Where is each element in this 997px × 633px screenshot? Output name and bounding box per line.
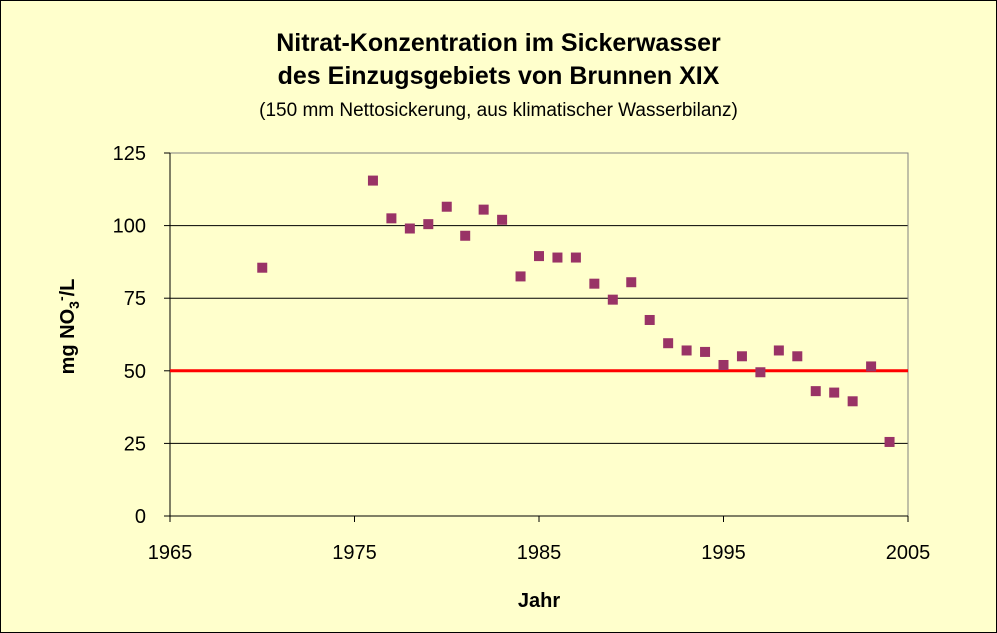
x-tick-label: 1965 xyxy=(148,542,193,564)
y-axis-title-tail: /L xyxy=(57,279,79,297)
x-tick-label: 2005 xyxy=(886,542,931,564)
data-point xyxy=(570,252,581,263)
data-point xyxy=(829,387,840,398)
y-axis-title: mg NO3-/L xyxy=(53,279,82,375)
data-point xyxy=(478,204,489,215)
data-point xyxy=(792,351,803,362)
chart-title-line-1: Nitrat-Konzentration im Sickerwasser xyxy=(276,29,721,57)
chart-subtitle: (150 mm Nettosickerung, aus klimatischer… xyxy=(259,100,738,121)
x-tick-label: 1975 xyxy=(332,542,377,564)
x-tick-label: 1985 xyxy=(517,542,562,564)
y-tick-label: 0 xyxy=(135,506,146,528)
y-tick-label: 125 xyxy=(113,143,146,165)
y-axis-title-main: mg NO xyxy=(57,309,79,375)
data-point xyxy=(644,314,655,325)
y-tick-label: 75 xyxy=(124,288,146,310)
plot-area xyxy=(169,152,909,517)
data-point xyxy=(626,277,637,288)
data-point xyxy=(736,351,747,362)
data-point xyxy=(441,201,452,212)
data-point xyxy=(367,175,378,186)
y-tick-label: 25 xyxy=(124,433,146,455)
data-point xyxy=(607,294,618,305)
y-axis-title-subscript: 3 xyxy=(66,301,82,309)
data-point xyxy=(497,214,508,225)
data-point xyxy=(386,213,397,224)
data-point xyxy=(884,436,895,447)
data-point xyxy=(515,271,526,282)
data-point xyxy=(681,345,692,356)
data-point xyxy=(866,361,877,372)
data-point xyxy=(847,396,858,407)
data-point xyxy=(755,367,766,378)
y-tick-label: 50 xyxy=(124,361,146,383)
data-point xyxy=(773,345,784,356)
y-tick-label: 100 xyxy=(113,216,146,238)
x-axis-title: Jahr xyxy=(518,590,560,612)
data-point xyxy=(552,252,563,263)
data-point xyxy=(718,359,729,370)
tick-layer: 0 25 50 75 100 125 1965 1975 1985 1995 2005 xyxy=(113,143,931,564)
data-point xyxy=(404,223,415,234)
data-point xyxy=(460,230,471,241)
data-point xyxy=(663,338,674,349)
grid-layer xyxy=(170,152,908,444)
data-point xyxy=(700,346,711,357)
data-point xyxy=(810,386,821,397)
x-tick-label: 1995 xyxy=(701,542,746,564)
points-layer xyxy=(257,175,895,447)
data-point xyxy=(423,219,434,230)
data-point xyxy=(257,262,268,273)
chart-title-line-2: des Einzugsgebiets von Brunnen XIX xyxy=(277,62,720,90)
y-axis-title-superscript: - xyxy=(53,296,69,301)
data-point xyxy=(534,251,544,262)
data-point xyxy=(589,278,600,289)
